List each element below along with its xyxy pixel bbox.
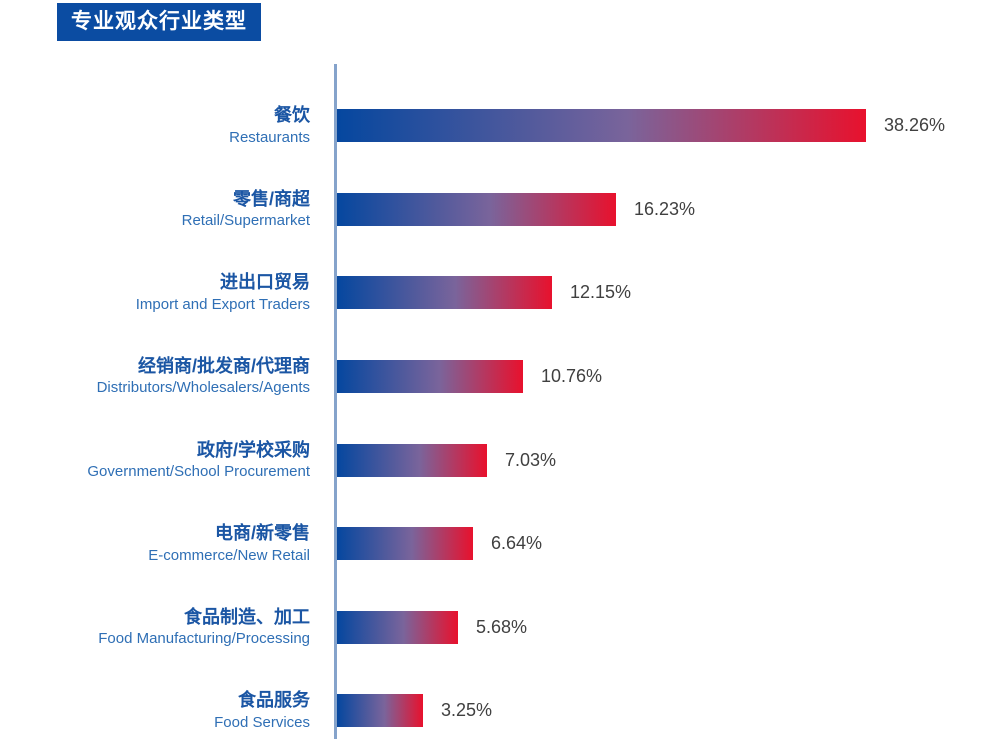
category-label-zh: 餐饮 — [274, 105, 310, 126]
category-label: 食品制造、加工 Food Manufacturing/Processing — [0, 606, 337, 649]
chart-row: 电商/新零售 E-commerce/New Retail 6.64% — [0, 502, 991, 586]
category-label: 进出口贸易 Import and Export Traders — [0, 271, 337, 314]
category-label-zh: 食品服务 — [238, 690, 310, 711]
category-label-en: Food Services — [214, 713, 310, 731]
chart-title-badge: 专业观众行业类型 — [57, 3, 261, 41]
bar-track: 10.76% — [337, 360, 991, 394]
chart-row: 政府/学校采购 Government/School Procurement 7.… — [0, 418, 991, 502]
category-label: 餐饮 Restaurants — [0, 104, 337, 147]
chart-row: 进出口贸易 Import and Export Traders 12.15% — [0, 251, 991, 335]
bar — [337, 360, 523, 394]
category-label: 电商/新零售 E-commerce/New Retail — [0, 522, 337, 565]
bar — [337, 694, 423, 728]
chart-rows: 餐饮 Restaurants 38.26% 零售/商超 Retail/Super… — [0, 84, 991, 739]
category-label-en: Restaurants — [229, 128, 310, 146]
category-label-zh: 食品制造、加工 — [184, 606, 310, 627]
chart-row: 经销商/批发商/代理商 Distributors/Wholesalers/Age… — [0, 335, 991, 419]
category-label-en: Retail/Supermarket — [181, 212, 310, 230]
category-label-zh: 电商/新零售 — [214, 523, 310, 544]
chart-title: 专业观众行业类型 — [71, 10, 247, 33]
chart-row: 食品服务 Food Services 3.25% — [0, 669, 991, 739]
chart-row: 食品制造、加工 Food Manufacturing/Processing 5.… — [0, 586, 991, 670]
value-label: 10.76% — [541, 366, 603, 387]
value-label: 7.03% — [505, 449, 557, 470]
category-label: 零售/商超 Retail/Supermarket — [0, 188, 337, 231]
bar-track: 12.15% — [337, 276, 991, 310]
category-label-en: E-commerce/New Retail — [148, 546, 310, 564]
category-label-en: Food Manufacturing/Processing — [98, 630, 310, 648]
bar-track: 5.68% — [337, 610, 991, 644]
category-label-zh: 经销商/批发商/代理商 — [137, 355, 310, 376]
value-label: 6.64% — [491, 533, 543, 554]
category-label: 政府/学校采购 Government/School Procurement — [0, 439, 337, 482]
bar — [337, 610, 458, 644]
category-label-en: Import and Export Traders — [135, 295, 310, 313]
bar-track: 6.64% — [337, 527, 991, 561]
bar-track: 3.25% — [337, 694, 991, 728]
bar — [337, 443, 487, 477]
bar — [337, 192, 616, 226]
value-label: 3.25% — [441, 700, 493, 721]
category-label: 经销商/批发商/代理商 Distributors/Wholesalers/Age… — [0, 355, 337, 398]
axis-line — [334, 64, 337, 739]
value-label: 16.23% — [634, 198, 696, 219]
category-label-en: Government/School Procurement — [87, 463, 310, 481]
category-label-en: Distributors/Wholesalers/Agents — [96, 379, 310, 397]
category-label-zh: 零售/商超 — [232, 188, 310, 209]
chart-row: 餐饮 Restaurants 38.26% — [0, 84, 991, 168]
bar-track: 7.03% — [337, 443, 991, 477]
category-label-zh: 进出口贸易 — [220, 272, 310, 293]
value-label: 12.15% — [570, 282, 632, 303]
category-label-zh: 政府/学校采购 — [196, 439, 310, 460]
bar-track: 16.23% — [337, 192, 991, 226]
value-label: 5.68% — [476, 616, 528, 637]
bar — [337, 109, 866, 143]
value-label: 38.26% — [884, 115, 946, 136]
chart-row: 零售/商超 Retail/Supermarket 16.23% — [0, 168, 991, 252]
bar-track: 38.26% — [337, 109, 991, 143]
bar — [337, 527, 473, 561]
category-label: 食品服务 Food Services — [0, 689, 337, 732]
bar — [337, 276, 552, 310]
